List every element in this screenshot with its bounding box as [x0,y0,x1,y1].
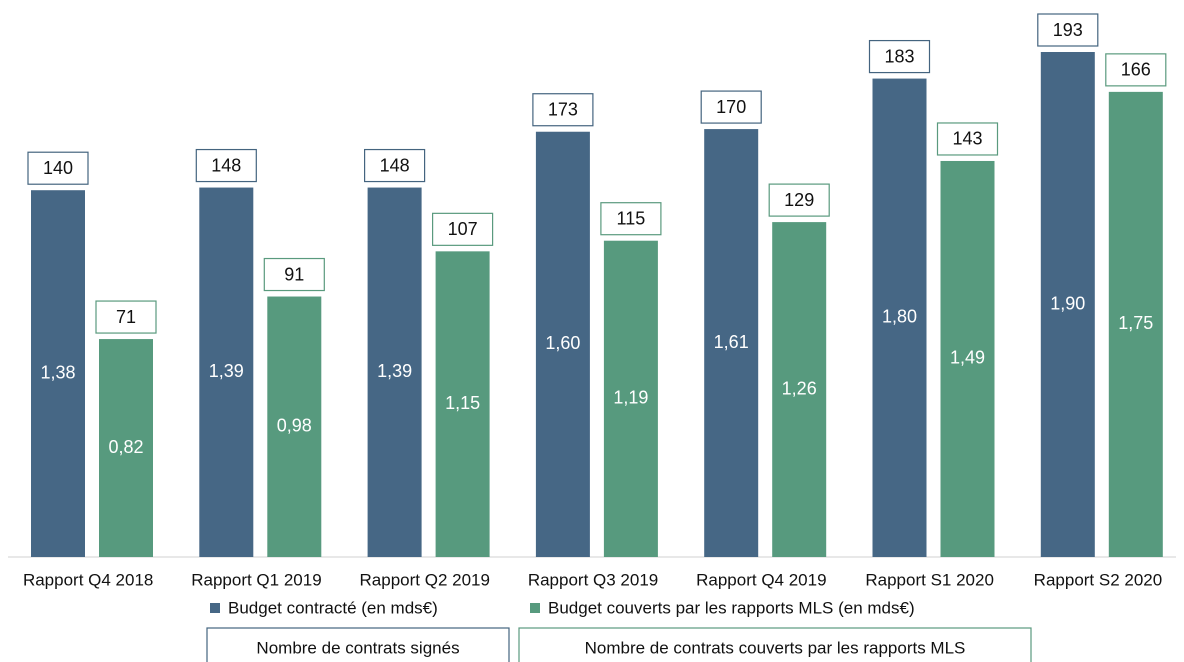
legend-swatch [210,603,220,613]
value-label: 1,26 [782,378,817,398]
legend-label: Budget couverts par les rapports MLS (en… [548,598,915,617]
count-box [195,148,257,183]
count-label: 91 [284,264,304,284]
x-tick-label: Rapport Q4 2019 [696,570,826,589]
count-legend-label: Nombre de contrats couverts par les rapp… [585,638,966,657]
x-tick-label: Rapport Q2 2019 [360,570,490,589]
count-box [868,39,931,74]
value-label: 1,61 [714,332,749,352]
x-tick-label: Rapport S2 2020 [1034,570,1163,589]
x-tick-label: Rapport Q4 2018 [23,570,153,589]
bar [940,160,995,557]
count-label: 148 [380,155,410,175]
count-label: 71 [116,307,136,327]
bar [31,190,85,558]
value-label: 1,60 [545,333,580,353]
value-label: 1,15 [445,393,480,413]
x-tick-label: Rapport S1 2020 [865,570,994,589]
count-legend-box [206,627,510,662]
value-label: 1,49 [950,348,985,368]
count-box [432,212,494,246]
value-label: 1,90 [1050,293,1085,313]
count-box [600,202,662,236]
bar [603,240,658,558]
value-label: 1,80 [882,307,917,327]
value-label: 1,38 [40,362,75,382]
count-box [532,93,594,127]
bar [772,222,827,557]
value-label: 0,82 [108,437,143,457]
count-label: 143 [952,129,982,149]
count-box [936,122,999,156]
bar [367,187,422,558]
count-label: 166 [1121,60,1151,80]
count-box [1105,53,1167,87]
bar [1040,52,1095,557]
count-label: 173 [548,99,578,119]
count-box [95,300,157,334]
count-label: 115 [617,208,646,228]
count-box [700,90,762,124]
bar [199,187,254,558]
bar [704,129,759,557]
value-label: 1,75 [1118,313,1153,333]
count-label: 140 [43,158,73,178]
count-legend-label: Nombre de contrats signés [256,638,459,657]
count-label: 170 [716,97,746,117]
count-label: 107 [448,219,478,239]
count-label: 148 [211,155,241,175]
bar [99,339,153,557]
count-label: 193 [1053,20,1083,40]
count-box [1037,13,1099,47]
count-legend-box [518,627,1032,662]
legend-label: Budget contracté (en mds€) [228,598,438,617]
bar [267,296,322,557]
value-label: 1,19 [613,388,648,408]
legend-swatch [530,603,540,613]
bar [535,131,590,557]
bar [435,251,490,557]
count-box [27,151,89,185]
value-label: 0,98 [277,416,312,436]
bar [1108,91,1163,558]
count-box [768,183,830,217]
count-box [364,148,426,183]
bar [872,78,927,557]
count-label: 183 [884,46,914,66]
value-label: 1,39 [377,361,412,381]
count-label: 129 [784,190,814,210]
value-label: 1,39 [209,361,244,381]
count-box [263,257,325,292]
x-tick-label: Rapport Q1 2019 [191,570,321,589]
x-tick-label: Rapport Q3 2019 [528,570,658,589]
